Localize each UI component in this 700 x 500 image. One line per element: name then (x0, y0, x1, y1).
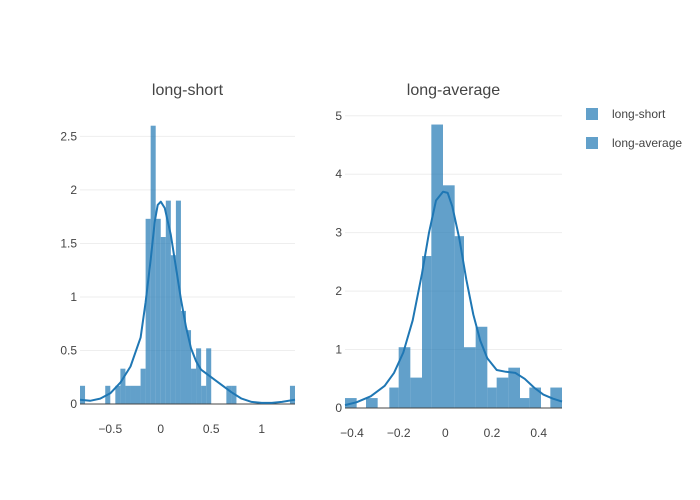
legend-swatch (586, 108, 598, 120)
legend-swatch (586, 137, 598, 149)
histogram-bar (170, 255, 176, 404)
y-tick-label: 2 (70, 183, 77, 197)
histogram-bar (120, 368, 126, 404)
y-tick-label: 2.5 (60, 129, 77, 143)
histogram-bar (160, 237, 166, 404)
histogram-bar (289, 385, 295, 404)
histogram-bar (475, 326, 488, 408)
x-tick-label: 0 (442, 426, 449, 440)
x-tick-label: 0.5 (203, 422, 220, 436)
histogram-bar (145, 218, 151, 404)
kde-line (344, 190, 563, 407)
histogram-bar (155, 218, 161, 404)
histogram-bar (487, 387, 497, 408)
kde-line (79, 200, 296, 404)
histogram-bar (185, 330, 192, 404)
y-tick-label: 0 (70, 397, 77, 411)
histogram-bar (191, 368, 197, 404)
subplot-title: long-average (407, 82, 501, 99)
histogram-bar (410, 377, 422, 408)
histogram-bar (398, 347, 411, 408)
histogram-bar (115, 385, 121, 404)
histogram-bar (125, 385, 131, 404)
x-tick-label: 0.4 (530, 426, 547, 440)
y-tick-label: 0.5 (60, 343, 77, 357)
histogram-bar (366, 398, 378, 408)
histogram-bar (226, 385, 232, 404)
y-tick-label: 4 (335, 167, 342, 181)
y-tick-label: 3 (335, 226, 342, 240)
histogram-bar (520, 398, 530, 408)
histogram-bar (508, 367, 520, 408)
histogram-bar (80, 385, 86, 404)
y-tick-label: 1 (335, 343, 342, 357)
histogram-bar (422, 256, 432, 408)
histogram-bar (454, 236, 464, 408)
histogram-bar (443, 185, 455, 408)
histogram-bar (431, 124, 443, 408)
histogram-bar (196, 348, 202, 404)
histogram-bar (130, 385, 136, 404)
histogram-bar (150, 125, 156, 404)
histogram-bar (165, 200, 171, 404)
histogram-bar (135, 385, 141, 404)
histogram-bar (201, 385, 207, 404)
histogram-bar (175, 200, 181, 404)
y-tick-label: 1.5 (60, 236, 77, 250)
x-tick-label: −0.2 (387, 426, 411, 440)
legend-label: long-average (612, 136, 682, 150)
x-tick-label: 0.2 (484, 426, 501, 440)
y-tick-label: 1 (70, 290, 77, 304)
y-tick-label: 2 (335, 284, 342, 298)
x-tick-label: 1 (258, 422, 265, 436)
histogram-bar (140, 368, 146, 404)
histogram-bar (180, 310, 186, 404)
histogram-bar (464, 347, 476, 408)
histogram-bar (496, 377, 509, 408)
y-tick-label: 5 (335, 109, 342, 123)
x-tick-label: 0 (157, 422, 164, 436)
y-tick-label: 0 (335, 401, 342, 415)
histogram-bar (550, 387, 562, 408)
x-tick-label: −0.5 (98, 422, 122, 436)
legend-label: long-short (612, 107, 666, 121)
x-tick-label: −0.4 (340, 426, 364, 440)
histogram-bar (529, 387, 541, 408)
histogram-bar (389, 387, 399, 408)
subplot-title: long-short (152, 82, 224, 99)
